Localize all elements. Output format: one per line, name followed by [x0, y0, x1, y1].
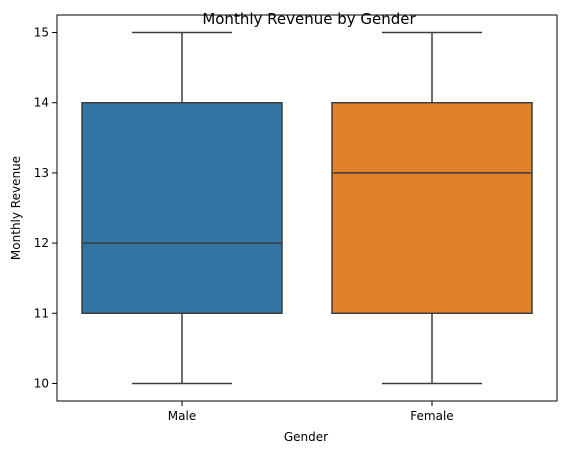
x-tick-label: Male — [168, 409, 196, 423]
axes-frame — [56, 14, 558, 402]
y-tick-label: 12 — [34, 236, 49, 250]
iqr-box — [331, 101, 533, 315]
box-male — [81, 31, 283, 385]
box-female — [331, 31, 533, 385]
y-tick-label: 15 — [34, 26, 49, 40]
y-tick-label: 10 — [34, 376, 49, 390]
plot-area: 10 11 12 13 14 15 Male Female — [34, 26, 533, 423]
x-axis-label: Gender — [284, 430, 328, 444]
y-tick-label: 13 — [34, 166, 49, 180]
y-tick-label: 14 — [34, 96, 49, 110]
x-tick-label: Female — [410, 409, 453, 423]
iqr-box — [81, 101, 283, 315]
chart-title: Monthly Revenue by Gender — [202, 10, 416, 28]
y-tick-label: 11 — [34, 306, 49, 320]
y-axis-label: Monthly Revenue — [9, 156, 23, 260]
